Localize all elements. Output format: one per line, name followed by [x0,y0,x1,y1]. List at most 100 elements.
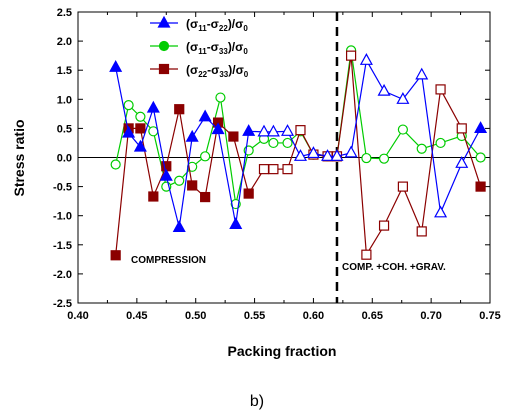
y-tick-label: 0.5 [57,123,72,135]
legend-text-part: -σ [207,17,219,31]
data-point [148,191,159,202]
legend: (σ11-σ22)/σ0(σ11-σ33)/σ0(σ22-σ33)/σ0 [150,15,249,79]
data-point [200,151,211,162]
legend-text-part: -σ [207,40,219,54]
data-point [146,100,160,113]
legend-text-part: (σ [186,63,198,77]
figure-caption: b) [250,393,264,410]
series-layer [109,45,488,261]
data-point [434,205,448,218]
legend-marker [158,40,170,52]
y-tick-label: 2.5 [57,7,72,19]
y-axis-title: Stress ratio [11,119,27,196]
series-0 [109,53,488,232]
data-point [378,153,390,164]
annotation-compression: COMPRESSION [131,255,206,266]
data-point [281,124,295,136]
legend-text-part: (σ [186,40,198,54]
legend-subscript: 11 [198,47,207,56]
data-point [397,124,408,135]
data-point [200,191,211,203]
legend-subscript: 33 [219,70,228,79]
data-point [243,188,254,199]
data-point [242,124,256,136]
legend-label: (σ11-σ33)/σ0 [186,40,248,56]
data-point [185,129,199,142]
data-point [215,92,226,103]
data-point [123,100,134,111]
legend-label: (σ11-σ22)/σ0 [186,17,248,33]
data-point [435,137,446,149]
legend-subscript: 33 [219,47,228,56]
legend-text-part: )/σ [228,40,244,54]
data-point [109,60,123,72]
data-point [397,181,408,192]
data-point [135,111,146,122]
data-point [135,123,146,134]
data-point [415,67,429,80]
y-tick-label: 2.0 [57,36,72,48]
legend-item-0: (σ11-σ22)/σ0 [150,15,248,33]
data-point [361,249,372,260]
data-point [378,220,390,231]
data-point [187,180,198,191]
x-axis-title: Packing fraction [228,343,337,359]
legend-item-2: (σ22-σ33)/σ0 [150,63,249,79]
data-point [172,220,186,232]
y-tick-label: -0.5 [53,182,72,194]
legend-marker [157,15,171,28]
data-point [293,149,307,161]
data-point [295,125,306,136]
legend-marker [158,63,170,75]
x-tick-label: 0.55 [244,310,265,322]
legend-text-part: )/σ [228,17,244,31]
data-point [268,137,279,149]
data-point [416,143,427,154]
legend-subscript: 11 [198,24,207,33]
y-tick-label: 1.5 [57,65,72,77]
legend-subscript: 0 [243,47,248,56]
x-tick-label: 0.45 [126,310,147,322]
legend-label: (σ22-σ33)/σ0 [186,63,249,79]
data-point [266,124,280,137]
data-point [359,53,373,65]
y-tick-label: 0.0 [57,153,72,165]
data-point [122,125,136,138]
x-tick-label: 0.65 [362,310,383,322]
data-point [228,131,239,142]
data-point [211,122,225,135]
legend-subscript: 22 [219,24,228,33]
data-point [321,149,335,161]
data-point [198,109,212,122]
data-point [257,124,271,137]
data-point [416,226,427,237]
annotation-comp-coh-grav: COMP. +COH. +GRAV. [342,262,446,273]
y-tick-label: -1.0 [53,211,72,223]
legend-subscript: 0 [243,24,248,33]
data-point [174,104,185,115]
data-point [330,149,344,161]
data-point [475,181,486,192]
y-tick-label: -2.5 [53,298,72,310]
data-point [174,175,185,186]
data-point [148,126,159,137]
data-point [229,217,243,230]
data-point [474,121,488,133]
axes: 0.40 0.45 0.50 0.55 0.60 0.65 0.70 0.75-2.5-2.0… [53,7,501,322]
data-point [396,92,410,104]
legend-subscript: 0 [244,70,249,79]
series-line [115,55,482,257]
x-tick-label: 0.70 [420,310,441,322]
data-point [377,83,391,96]
data-point [435,84,446,95]
x-tick-label: 0.50 [185,310,206,322]
data-point [306,146,320,159]
data-point [456,123,467,134]
data-point [110,250,121,261]
data-point [455,156,469,168]
data-point [345,50,357,61]
data-point [133,139,147,152]
data-point [268,164,279,175]
legend-item-1: (σ11-σ33)/σ0 [150,40,248,56]
